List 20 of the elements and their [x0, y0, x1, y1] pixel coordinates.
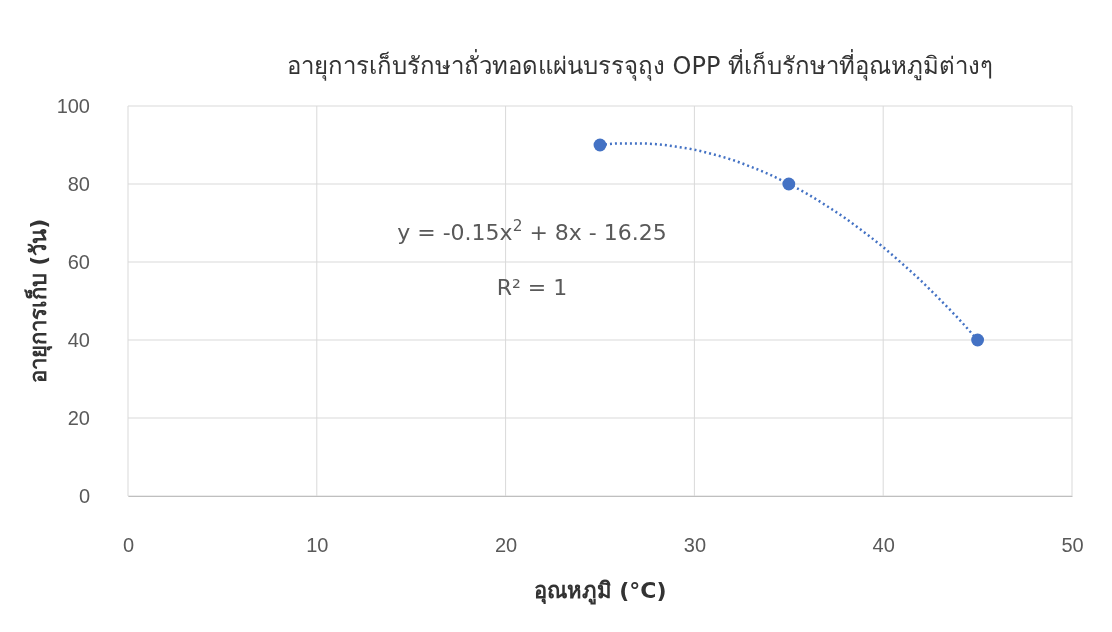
- annotation: y = -0.15x$^{2}$ + 8x - 16.25: [397, 217, 667, 245]
- y-tick-label: 40: [67, 328, 90, 351]
- y-axis-title: อายุการเก็บ (วัน): [24, 218, 53, 384]
- y-tick-label: 100: [56, 94, 90, 117]
- x-tick-label: 20: [494, 534, 518, 557]
- x-axis-title: อุณหภูมิ (°C): [533, 578, 667, 605]
- y-tick-label: 80: [67, 172, 90, 195]
- point: [593, 138, 607, 152]
- annotation: R² = 1: [496, 275, 568, 300]
- y-tick-label: 0: [78, 484, 90, 507]
- x-tick-label: 30: [683, 534, 707, 557]
- point: [782, 177, 796, 191]
- y-tick-label: 20: [67, 406, 90, 429]
- x-tick-label: 40: [872, 534, 895, 557]
- x-tick-label: 50: [1061, 534, 1084, 557]
- x-tick-label: 0: [122, 534, 135, 557]
- x-tick-label: 10: [306, 534, 329, 557]
- chart-title: อายุการเก็บรักษาถั่วทอดแผ่นบรรจุถุง OPP ที่เก็บรักษาที่อุณหภูมิต่างๆ: [286, 49, 994, 81]
- point: [971, 333, 985, 347]
- y-tick-label: 60: [67, 250, 90, 273]
